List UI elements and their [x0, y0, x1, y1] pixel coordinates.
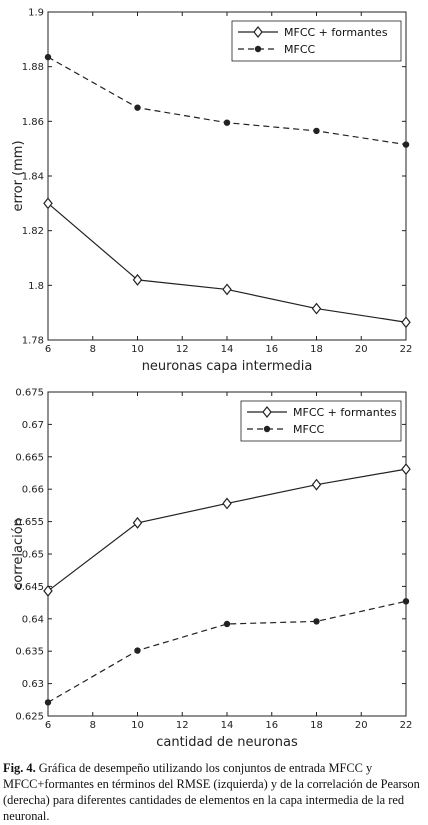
x-tick-label: 20: [355, 720, 368, 731]
x-tick-label: 6: [45, 344, 51, 355]
legend-swatch-marker: [263, 425, 271, 433]
y-tick-label: 1.84: [22, 172, 44, 183]
data-point: [132, 273, 143, 286]
data-point: [402, 141, 410, 148]
series-line: [47, 202, 407, 323]
x-tick-label: 18: [310, 344, 323, 355]
y-tick-label: 1.78: [22, 336, 44, 347]
legend-label: MFCC: [293, 423, 324, 436]
y-tick-label: 0.64: [22, 614, 44, 625]
y-tick-label: 1.86: [22, 117, 44, 128]
x-axis-title: cantidad de neuronas: [156, 735, 298, 750]
x-tick-label: 10: [131, 344, 144, 355]
x-tick-label: 22: [400, 344, 413, 355]
y-axis-title: error (mm): [11, 140, 26, 211]
y-tick-label: 0.665: [15, 452, 44, 463]
x-tick-label: 14: [221, 344, 234, 355]
x-axis-title: neuronas capa intermedia: [142, 359, 313, 374]
data-point: [43, 197, 53, 210]
data-point: [222, 497, 232, 510]
x-tick-label: 12: [176, 344, 189, 355]
figure-charts: 6 8 10 12 14 16 18 20 22 1.78 1.8 1.82 1.84 1.86 1.88 1…: [11, 8, 412, 751]
x-tick-label: 20: [355, 344, 368, 355]
data-point: [401, 316, 411, 329]
y-tick-label: 1.9: [28, 8, 44, 19]
x-tick-label: 16: [265, 344, 278, 355]
correlation-chart: 6 8 10 12 14 16 18 20 22 0.625 0.63 0.635 0.64 0.645 0…: [11, 388, 412, 751]
y-tick-label: 0.65: [22, 550, 44, 561]
x-tick-label: 22: [400, 720, 413, 731]
y-tick-label: 0.645: [15, 582, 44, 593]
x-tick-label: 16: [265, 720, 278, 731]
data-point: [313, 127, 320, 135]
data-point: [223, 620, 231, 628]
x-tick-label: 6: [45, 720, 51, 731]
data-point: [44, 699, 52, 706]
x-tick-label: 14: [221, 720, 234, 731]
data-point: [311, 302, 322, 315]
y-tick-label: 0.675: [15, 388, 44, 399]
y-tick-label: 0.655: [15, 517, 44, 528]
legend-label: MFCC: [284, 43, 315, 56]
y-tick-label: 1.8: [28, 281, 44, 292]
legend-swatch-marker: [254, 45, 262, 53]
data-point: [44, 53, 52, 61]
y-tick-label: 0.67: [22, 420, 44, 431]
y-tick-label: 0.63: [22, 679, 44, 690]
legend-swatch-marker: [262, 406, 272, 418]
data-point: [313, 618, 320, 625]
data-point: [43, 584, 53, 597]
data-point: [402, 598, 410, 605]
data-point: [134, 647, 141, 654]
series-line: [47, 600, 407, 703]
x-tick-label: 10: [131, 720, 144, 731]
data-point: [311, 478, 322, 491]
x-tick-label: 18: [310, 720, 323, 731]
x-tick-label: 8: [90, 344, 96, 355]
data-point: [401, 463, 411, 476]
series-line: [47, 468, 407, 592]
y-tick-label: 0.625: [15, 712, 44, 723]
data-point: [222, 283, 232, 296]
figure-caption: Fig. 4. Gráfica de desempeño utilizando …: [3, 760, 427, 824]
x-tick-label: 12: [176, 720, 189, 731]
legend-label: MFCC + formantes: [293, 406, 397, 419]
y-tick-label: 1.88: [22, 62, 44, 73]
legend-label: MFCC + formantes: [284, 26, 388, 39]
x-tick-label: 8: [90, 720, 96, 731]
series-line: [47, 56, 407, 146]
data-point: [134, 104, 141, 111]
legend-box: [231, 20, 402, 62]
y-tick-label: 1.82: [22, 226, 44, 237]
caption-label: Fig. 4.: [3, 761, 36, 775]
error-chart: 6 8 10 12 14 16 18 20 22 1.78 1.8 1.82 1.84 1.86 1.88 1…: [11, 8, 412, 375]
legend-swatch-marker: [253, 26, 263, 38]
y-axis-title: correlación: [11, 518, 26, 590]
y-tick-label: 0.635: [15, 647, 44, 658]
y-tick-label: 0.66: [22, 485, 44, 496]
caption-text: Gráfica de desempeño utilizando los conj…: [3, 761, 420, 823]
data-point: [223, 119, 231, 126]
data-point: [132, 516, 143, 529]
